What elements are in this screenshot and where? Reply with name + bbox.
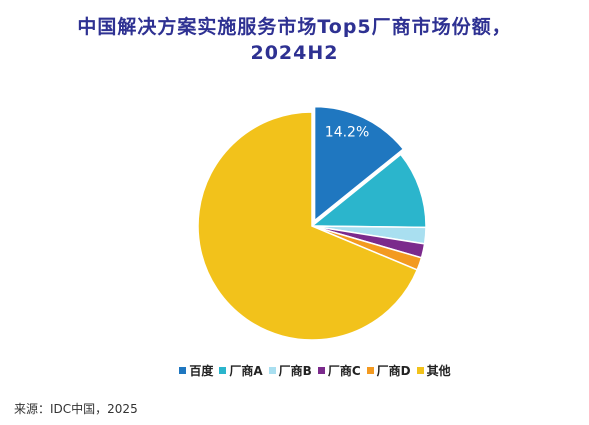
legend-item-2: 厂商B [268,362,312,379]
legend-item-3: 厂商C [317,362,361,379]
chart-title-line2: 2024H2 [250,42,339,64]
legend-label-3: 厂商C [327,364,361,378]
legend-item-4: 厂商D [366,362,411,379]
chart-title: 中国解决方案实施服务市场Top5厂商市场份额， 2024H2 [0,14,589,66]
legend-swatch-5 [416,367,424,374]
legend-swatch-1 [219,367,227,374]
legend-label-4: 厂商D [376,364,411,378]
pie-slice-5 [197,111,419,341]
legend-item-0: 百度 [179,362,213,379]
pie-data-label-0: 14.2% [325,125,369,141]
legend-item-5: 其他 [416,362,451,379]
legend-swatch-4 [366,367,374,374]
chart-title-line1: 中国解决方案实施服务市场Top5厂商市场份额， [77,16,512,38]
legend-label-5: 其他 [426,364,451,378]
legend-swatch-2 [268,367,276,374]
legend-item-1: 厂商A [219,362,263,379]
legend-label-1: 厂商A [229,364,263,378]
legend-label-0: 百度 [189,364,214,378]
source-note: 来源：IDC中国，2025 [14,402,138,416]
legend-swatch-0 [179,367,187,374]
pie-slice-0 [313,105,405,223]
legend-label-2: 厂商B [278,364,312,378]
pie-slice-1 [309,153,427,229]
legend-swatch-3 [317,367,325,374]
legend: 百度 厂商A 厂商B 厂商C 厂商D 其他 [150,362,480,379]
